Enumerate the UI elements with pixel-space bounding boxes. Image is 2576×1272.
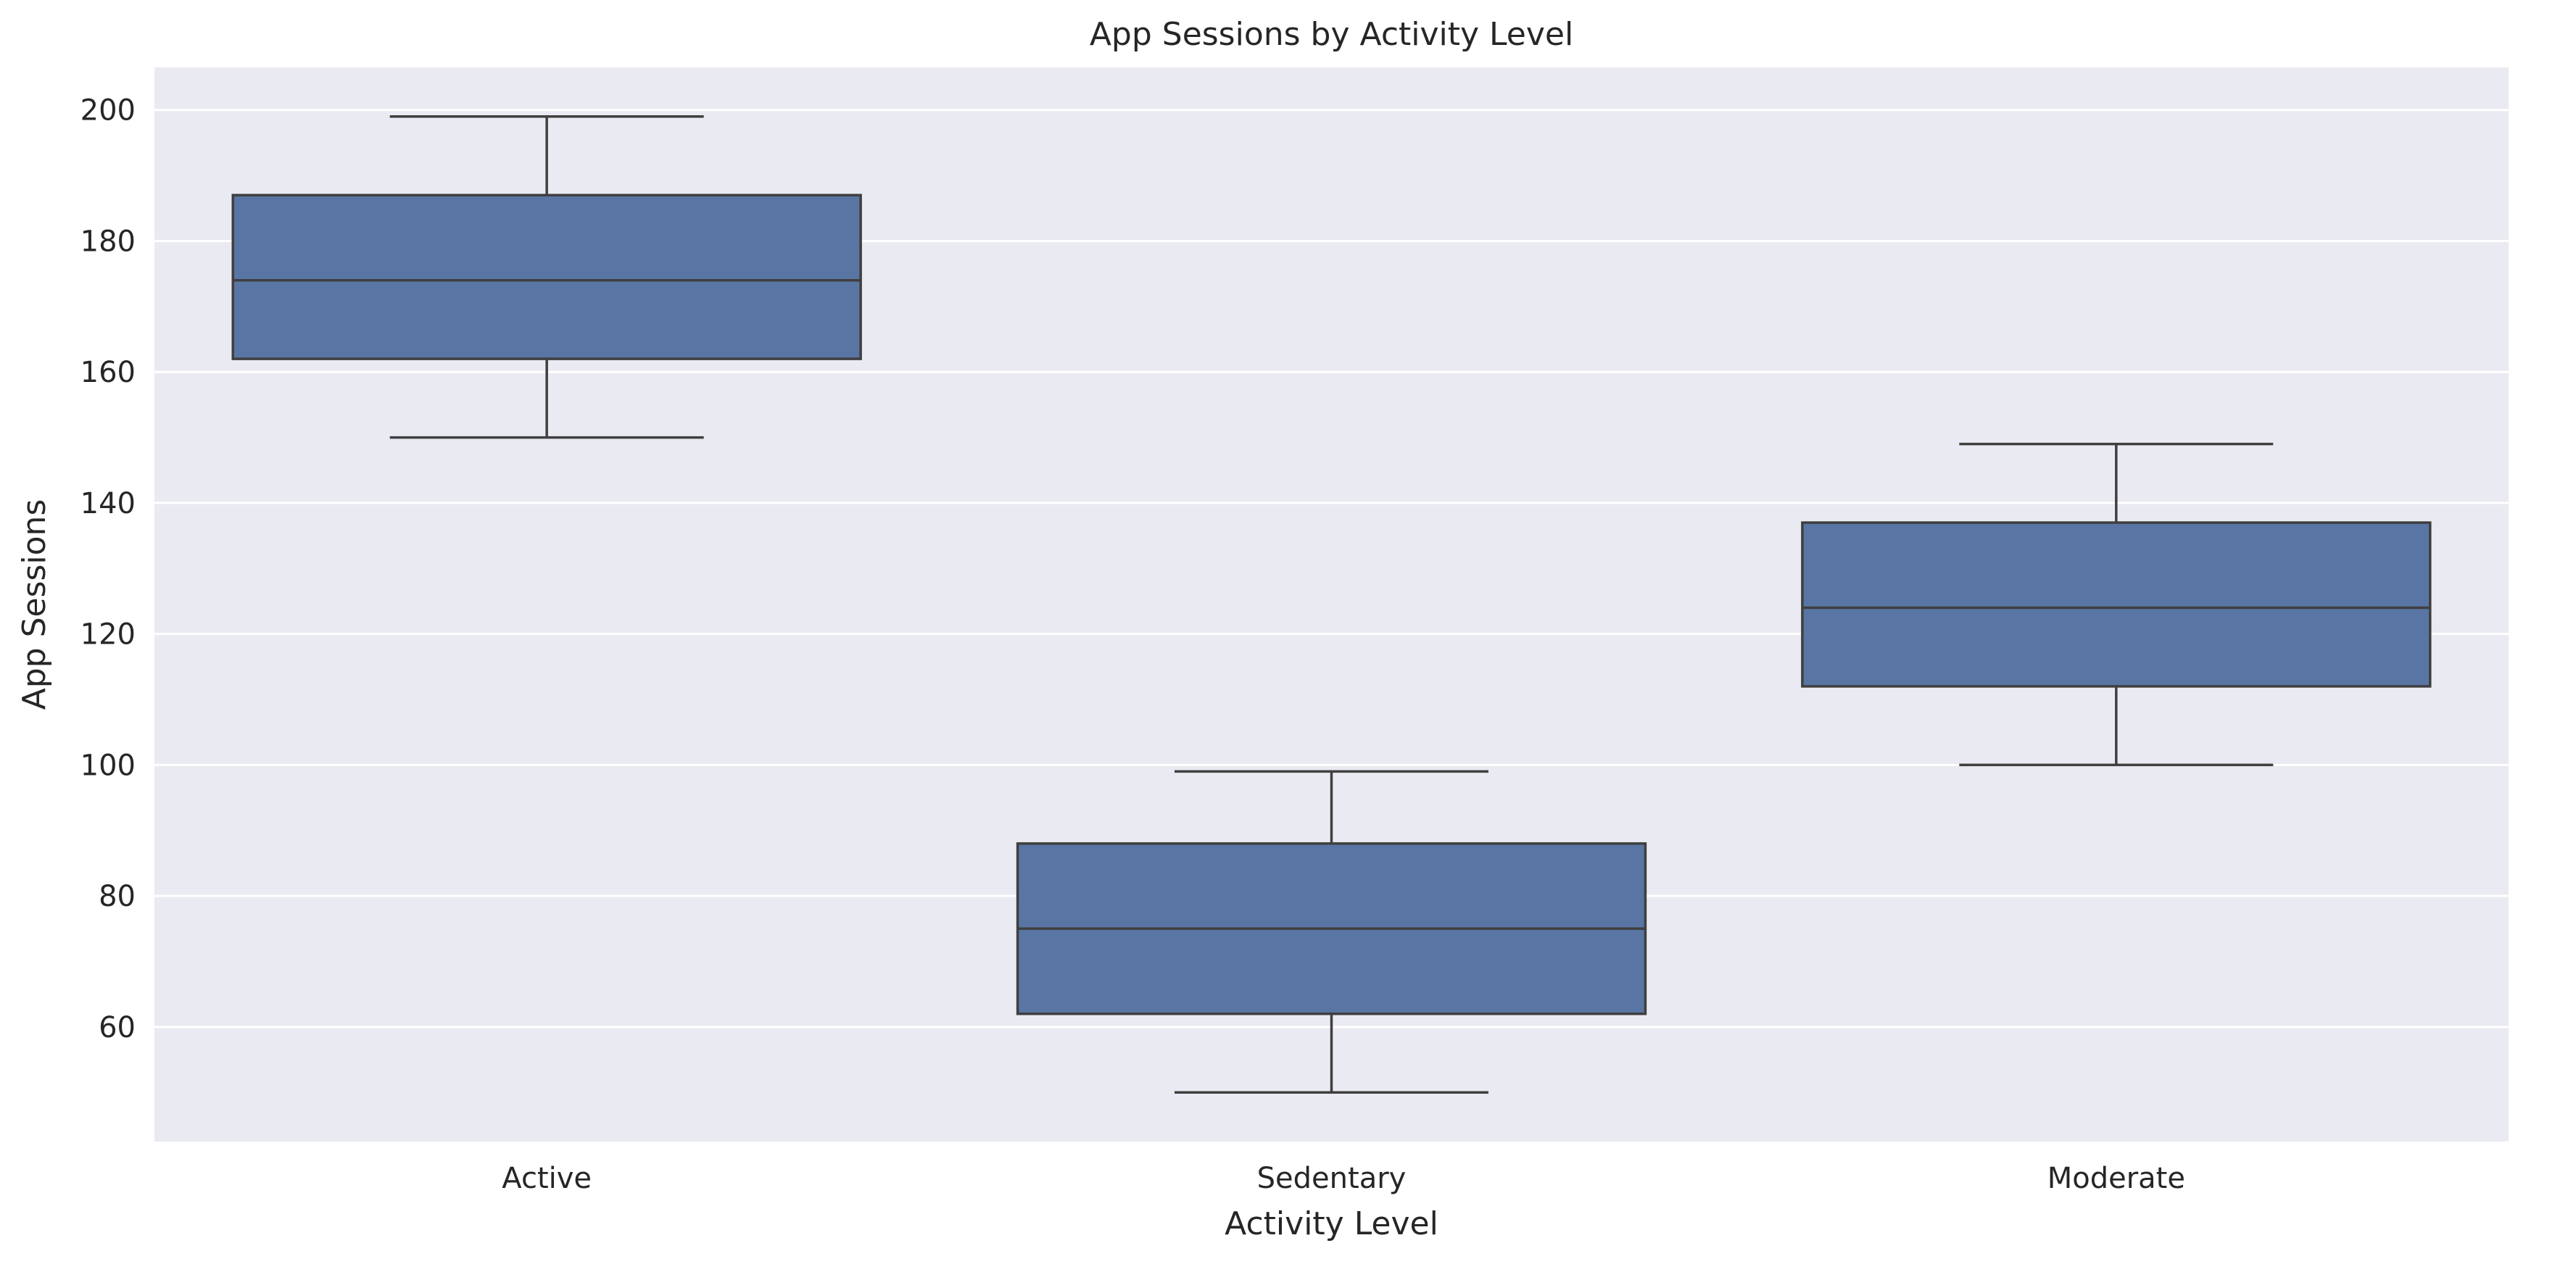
y-tick-label: 60 [99, 1011, 136, 1044]
x-tick-label: Sedentary [1257, 1162, 1407, 1195]
y-tick-label: 120 [80, 618, 136, 652]
box-moderate [1801, 442, 2432, 767]
x-tick-labels: Active Sedentary Moderate [502, 1162, 2185, 1195]
x-axis-label: Activity Level [1225, 1205, 1438, 1242]
y-tick-label: 80 [99, 880, 136, 913]
chart-title: App Sessions by Activity Level [1090, 16, 1573, 53]
box-sedentary [1016, 770, 1647, 1094]
box-active [231, 115, 862, 439]
iqr-box [1801, 521, 2432, 688]
boxes [231, 115, 2432, 1094]
y-axis-label: App Sessions [16, 499, 53, 710]
y-tick-label: 140 [80, 487, 136, 520]
iqr-box [231, 194, 862, 360]
y-tick-label: 200 [80, 94, 136, 128]
x-tick-label: Active [502, 1162, 592, 1195]
y-tick-label: 160 [80, 356, 136, 389]
y-tick-label: 180 [80, 225, 136, 258]
y-tick-labels: 60 80 100 120 140 160 180 200 [80, 94, 136, 1044]
y-tick-label: 100 [80, 749, 136, 782]
x-tick-label: Moderate [2047, 1162, 2185, 1195]
